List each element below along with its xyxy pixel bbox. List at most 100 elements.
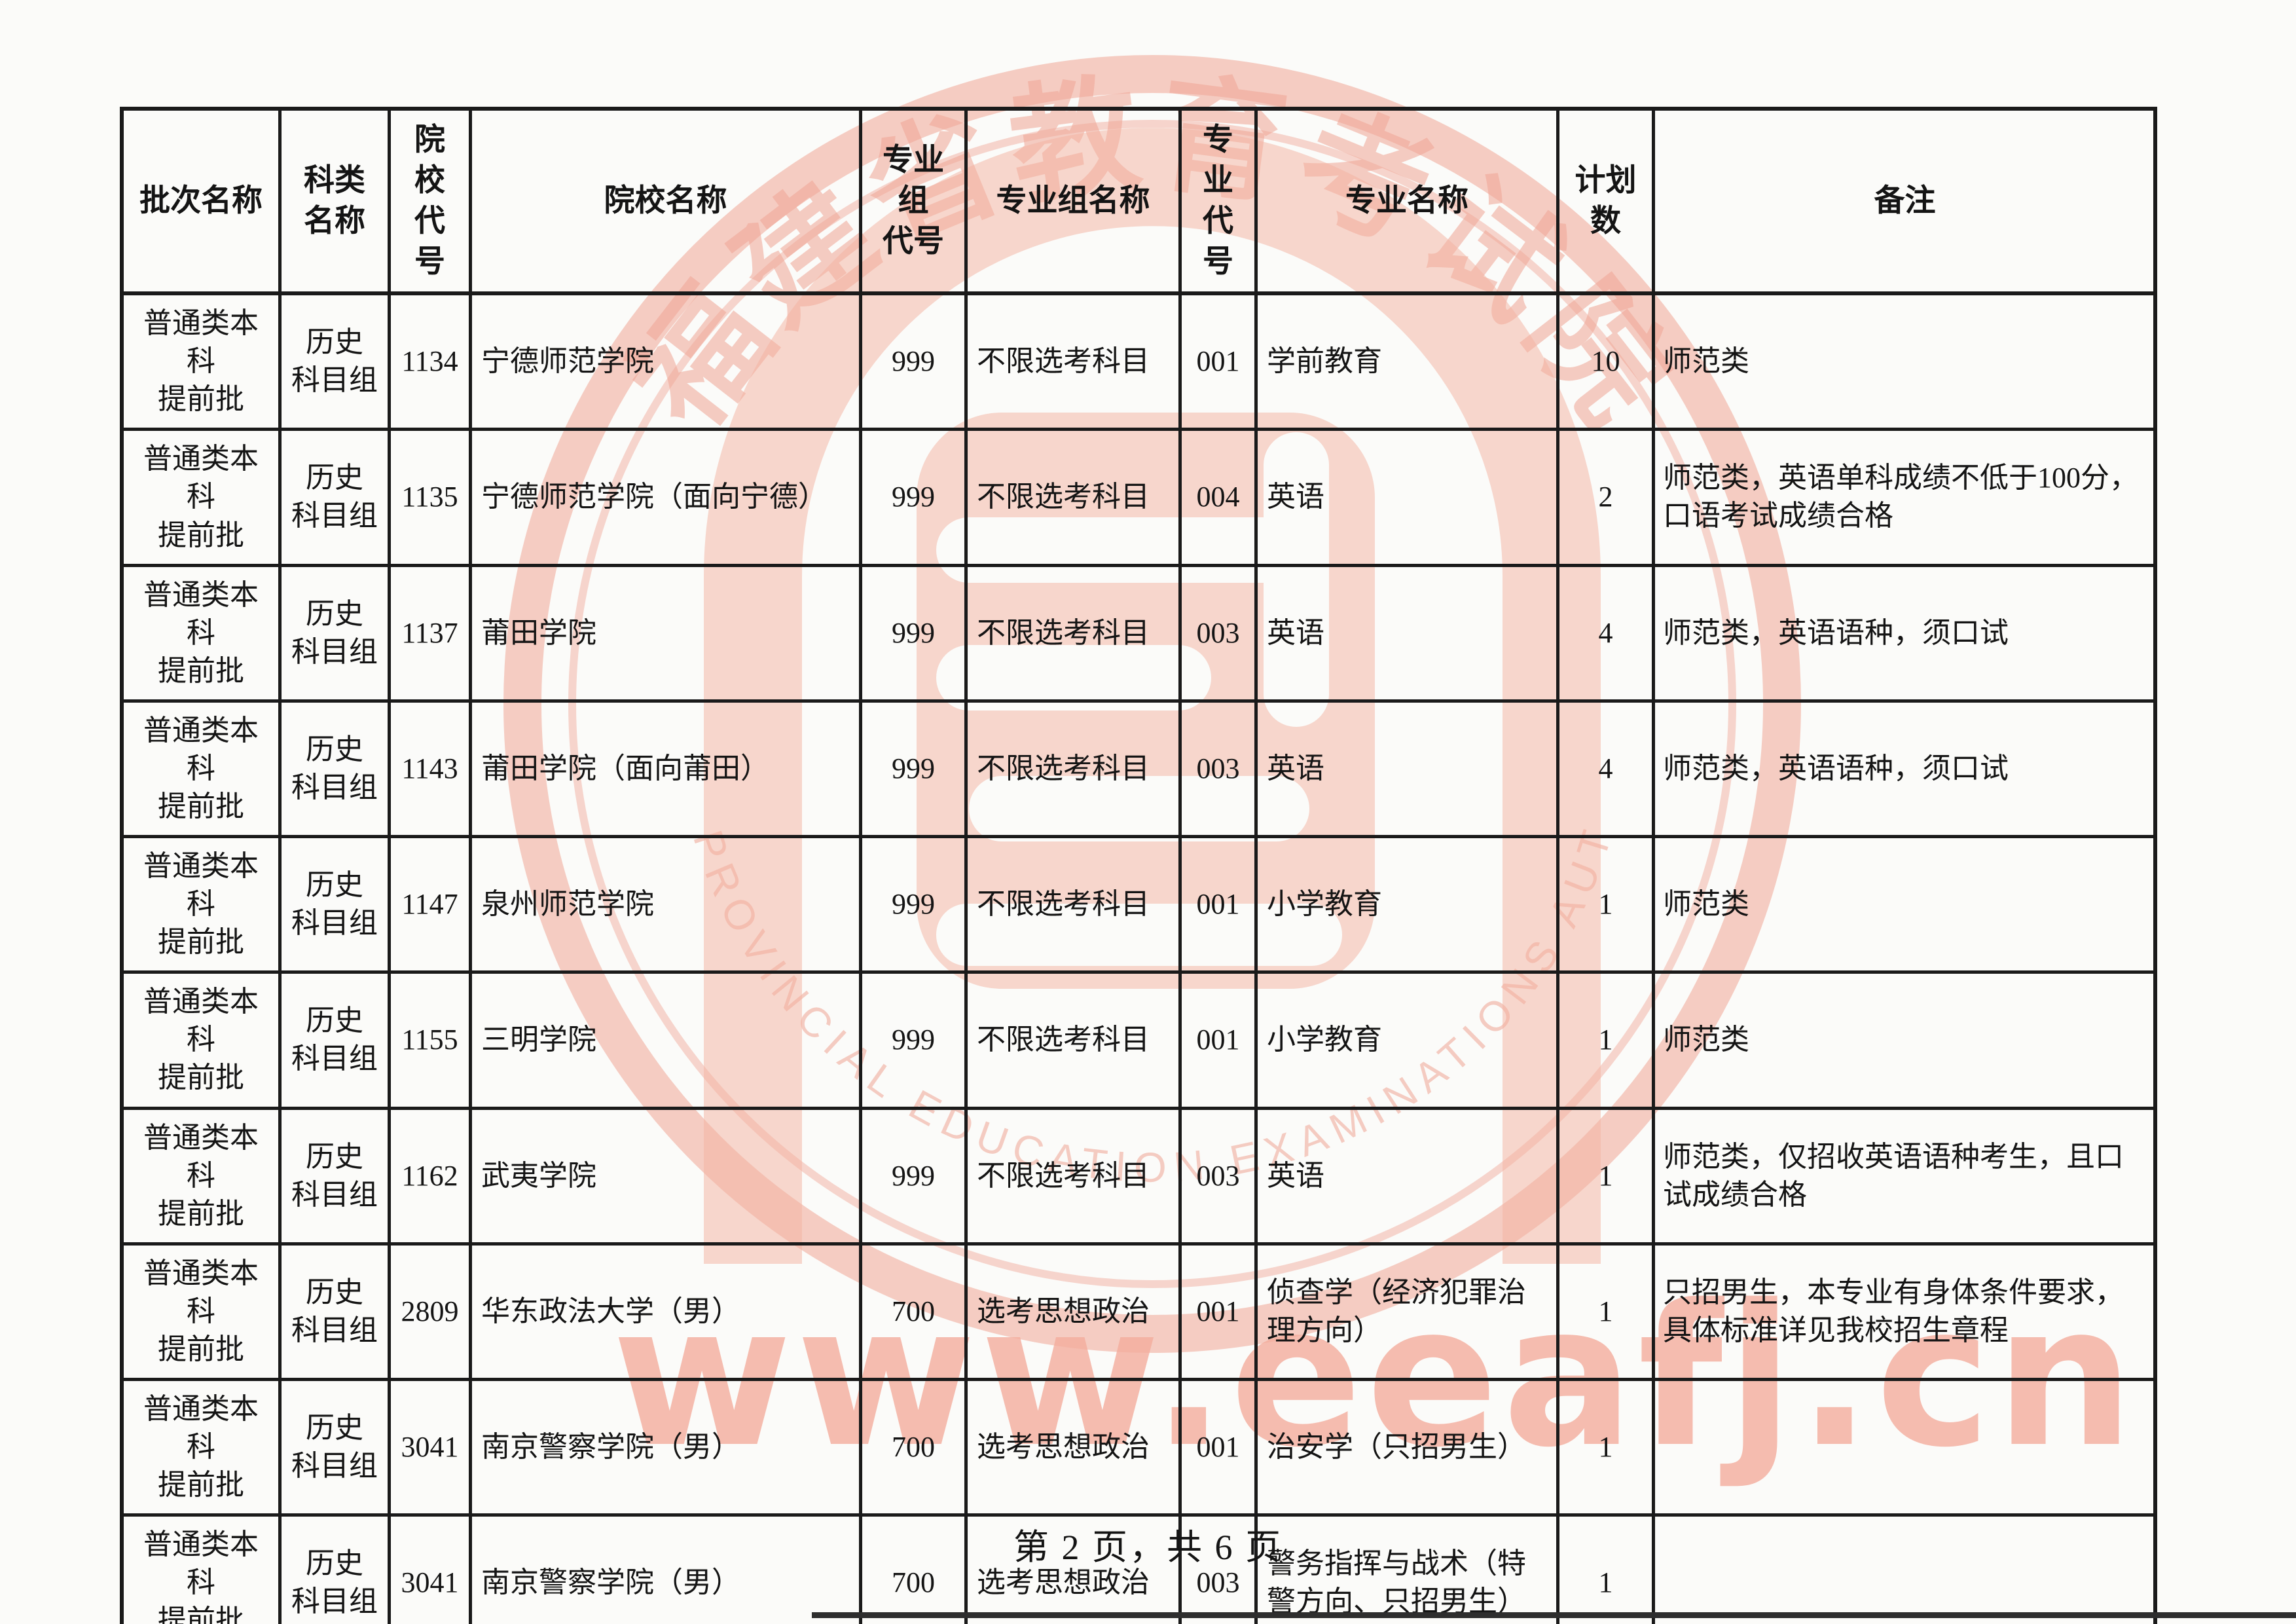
table-cell: 1162	[391, 1109, 472, 1242]
table-cell: 001	[1182, 295, 1258, 428]
header-cell: 院校 代号	[391, 111, 472, 292]
seal-emblem-arch	[704, 128, 1601, 1264]
table-cell: 700	[862, 1517, 968, 1624]
table-cell: 999	[862, 566, 968, 699]
table-cell: 普通类本科 提前批	[124, 431, 282, 564]
table-cell: 999	[862, 838, 968, 971]
table-cell: 001	[1182, 1245, 1258, 1378]
table-cell: 不限选考科目	[968, 295, 1182, 428]
table-cell: 普通类本科 提前批	[124, 1517, 282, 1624]
table-cell: 师范类	[1663, 1024, 1749, 1056]
table-cell: 不限选考科目	[968, 566, 1182, 699]
table-cell: 宁德师范学院（面向宁德）	[472, 431, 862, 564]
table-cell: 1155	[391, 974, 472, 1107]
table-cell: 历史 科目组	[282, 974, 391, 1107]
table-cell: 700	[862, 1245, 968, 1378]
table-cell: 历史 科目组	[282, 1245, 391, 1378]
table-cell: 1	[1559, 1517, 1655, 1624]
table-cell: 历史 科目组	[282, 566, 391, 699]
table-cell: 2	[1559, 431, 1655, 564]
header-cell: 专业组 代号	[862, 111, 968, 292]
table-cell: 10	[1559, 295, 1655, 428]
header-cell: 专业名称	[1258, 111, 1559, 292]
table-cell: 侦查学（经济犯罪治理方向）	[1258, 1245, 1559, 1378]
table-cell: 003	[1182, 702, 1258, 836]
table-cell: 不限选考科目	[968, 1109, 1182, 1242]
table-cell: 普通类本科 提前批	[124, 1245, 282, 1378]
table-cell: 4	[1559, 702, 1655, 836]
table-cell	[1655, 1381, 2153, 1513]
table-cell: 普通类本科 提前批	[124, 1381, 282, 1514]
table-cell: 师范类	[1663, 345, 1749, 378]
table-cell: 师范类，仅招收英语语种考生，且口试成绩合格	[1663, 1140, 2124, 1211]
table-cell: 不限选考科目	[968, 974, 1182, 1107]
table-cell: 历史 科目组	[282, 1381, 391, 1514]
table-cell: 小学教育	[1258, 974, 1559, 1107]
table-cell: 999	[862, 1109, 968, 1242]
table-cell: 普通类本科 提前批	[124, 1109, 282, 1242]
table-cell: 英语	[1258, 702, 1559, 836]
table-cell: 1143	[391, 702, 472, 836]
table-cell: 001	[1182, 1381, 1258, 1514]
table-cell: 1	[1559, 1245, 1655, 1378]
table-cell: 南京警察学院（男）	[472, 1381, 862, 1514]
table-cell: 1137	[391, 566, 472, 699]
table-cell: 700	[862, 1381, 968, 1514]
table-cell: 999	[862, 974, 968, 1107]
table-row: 普通类本科 提前批 历史 科目组 1147 泉州师范学院 999 不限选考科目 001 小学教…	[124, 838, 2153, 974]
table-cell: 普通类本科 提前批	[124, 295, 282, 428]
scan-artifact-line	[812, 1612, 2296, 1618]
watermark-url: www.eeafj.cn	[611, 1263, 2138, 1490]
table-row: 普通类本科 提前批 历史 科目组 2809 华东政法大学（男） 700 选考思想政治 001…	[124, 1245, 2153, 1381]
header-cell: 备注	[1874, 184, 1936, 219]
table-cell: 历史 科目组	[282, 431, 391, 564]
table-cell: 南京警察学院（男）	[472, 1517, 862, 1624]
table-cell: 选考思想政治	[968, 1517, 1182, 1624]
table-header-row: 批次名称 科类 名称 院校 代号 院校名称 专业组 代号 专业组名称 专业 代号 专业名称 计划…	[124, 111, 2153, 296]
table-cell: 普通类本科 提前批	[124, 702, 282, 836]
table-cell: 武夷学院	[472, 1109, 862, 1242]
table-cell: 003	[1182, 1109, 1258, 1242]
table-row: 普通类本科 提前批 历史 科目组 1137 莆田学院 999 不限选考科目 003 英语 4 师范…	[124, 566, 2153, 703]
table-cell: 选考思想政治	[968, 1381, 1182, 1514]
table-row: 普通类本科 提前批 历史 科目组 1134 宁德师范学院 999 不限选考科目 001 学前教…	[124, 295, 2153, 432]
table-cell: 001	[1182, 974, 1258, 1107]
header-cell: 计划 数	[1559, 111, 1655, 292]
table-cell: 三明学院	[472, 974, 862, 1107]
table-cell: 师范类	[1663, 888, 1749, 921]
table-cell: 1	[1559, 974, 1655, 1107]
table-cell: 历史 科目组	[282, 838, 391, 971]
table-cell: 1147	[391, 838, 472, 971]
table-cell: 普通类本科 提前批	[124, 974, 282, 1107]
table-row: 普通类本科 提前批 历史 科目组 1135 宁德师范学院（面向宁德） 999 不限选考科目…	[124, 431, 2153, 567]
table-cell: 不限选考科目	[968, 702, 1182, 836]
table-cell: 泉州师范学院	[472, 838, 862, 971]
table-cell: 华东政法大学（男）	[472, 1245, 862, 1378]
seal-outer-ring	[503, 55, 1801, 1353]
table-cell: 普通类本科 提前批	[124, 838, 282, 971]
table-cell: 英语	[1258, 431, 1559, 564]
table-cell: 师范类，英语单科成绩不低于100分，口语考试成绩合格	[1663, 462, 2138, 532]
table-cell: 莆田学院	[472, 566, 862, 699]
table-cell: 1135	[391, 431, 472, 564]
admission-plan-table: 批次名称 科类 名称 院校 代号 院校名称 专业组 代号 专业组名称 专业 代号 专业名称 计划…	[120, 107, 2157, 1624]
table-cell: 师范类，英语语种，须口试	[1663, 616, 2009, 649]
table-cell: 1	[1559, 838, 1655, 971]
table-cell: 师范类，英语语种，须口试	[1663, 752, 2009, 784]
table-cell: 历史 科目组	[282, 702, 391, 836]
table-cell: 治安学（只招男生）	[1258, 1381, 1559, 1514]
table-cell: 历史 科目组	[282, 1517, 391, 1624]
table-cell: 莆田学院（面向莆田）	[472, 702, 862, 836]
table-cell: 不限选考科目	[968, 431, 1182, 564]
table-cell: 2809	[391, 1245, 472, 1378]
table-row: 普通类本科 提前批 历史 科目组 1143 莆田学院（面向莆田） 999 不限选考科目 00…	[124, 702, 2153, 839]
header-cell: 批次名称	[124, 111, 282, 292]
table-cell: 小学教育	[1258, 838, 1559, 971]
table-cell: 1134	[391, 295, 472, 428]
table-cell: 001	[1182, 838, 1258, 971]
table-cell: 只招男生，本专业有身体条件要求，具体标准详见我校招生章程	[1663, 1276, 2124, 1346]
table-cell: 999	[862, 431, 968, 564]
table-row: 普通类本科 提前批 历史 科目组 1162 武夷学院 999 不限选考科目 003 英语 1 师范…	[124, 1109, 2153, 1246]
header-cell: 科类 名称	[282, 111, 391, 292]
